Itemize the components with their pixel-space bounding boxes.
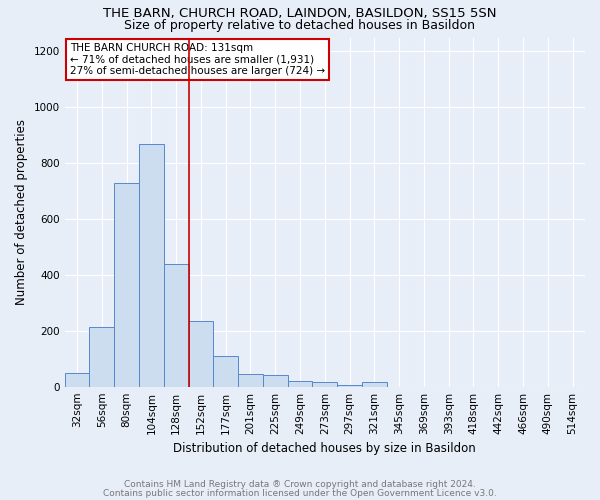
Text: THE BARN, CHURCH ROAD, LAINDON, BASILDON, SS15 5SN: THE BARN, CHURCH ROAD, LAINDON, BASILDON… — [103, 8, 497, 20]
Bar — [188, 321, 214, 386]
Bar — [164, 264, 188, 386]
Bar — [139, 144, 164, 386]
Bar — [214, 356, 238, 386]
Text: THE BARN CHURCH ROAD: 131sqm
← 71% of detached houses are smaller (1,931)
27% of: THE BARN CHURCH ROAD: 131sqm ← 71% of de… — [70, 42, 325, 76]
Text: Contains HM Land Registry data ® Crown copyright and database right 2024.: Contains HM Land Registry data ® Crown c… — [124, 480, 476, 489]
Bar — [65, 372, 89, 386]
Bar — [263, 375, 287, 386]
Bar — [313, 382, 337, 386]
Text: Contains public sector information licensed under the Open Government Licence v3: Contains public sector information licen… — [103, 488, 497, 498]
Y-axis label: Number of detached properties: Number of detached properties — [15, 119, 28, 305]
Bar — [362, 382, 387, 386]
Bar — [89, 326, 114, 386]
Text: Size of property relative to detached houses in Basildon: Size of property relative to detached ho… — [125, 19, 476, 32]
Bar — [114, 183, 139, 386]
Bar — [238, 374, 263, 386]
Bar — [287, 380, 313, 386]
X-axis label: Distribution of detached houses by size in Basildon: Distribution of detached houses by size … — [173, 442, 476, 455]
